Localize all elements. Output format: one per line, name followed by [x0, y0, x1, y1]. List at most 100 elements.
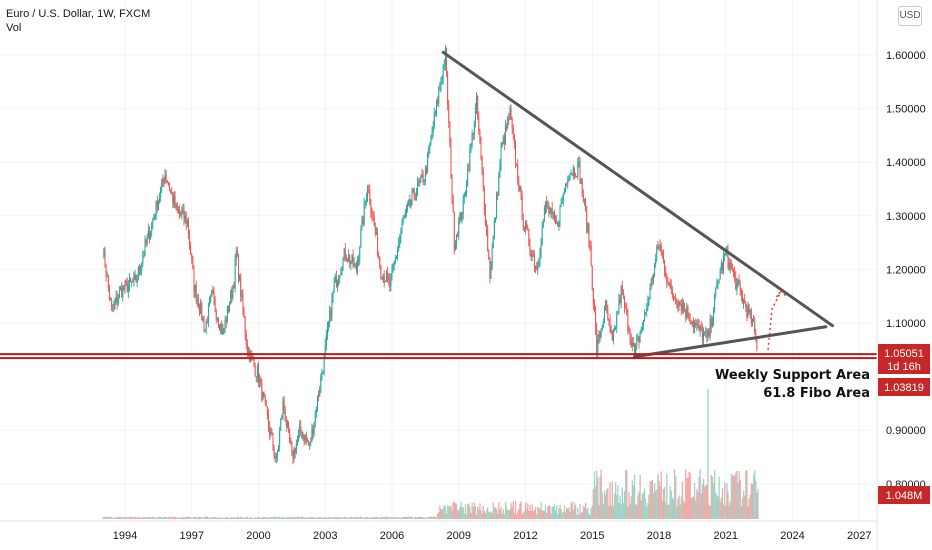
currency-button[interactable]: USD — [898, 6, 922, 26]
candle-body — [626, 307, 628, 313]
candle-body — [377, 232, 379, 255]
volume-bar — [431, 516, 433, 519]
candle-body — [293, 447, 295, 459]
candle-body — [359, 248, 361, 260]
volume-bar — [524, 502, 527, 519]
candle-body — [360, 230, 362, 249]
candle-body — [649, 285, 651, 299]
candle-body — [701, 329, 703, 340]
volume-bar — [554, 510, 557, 519]
volume-bar — [411, 516, 413, 519]
volume-bar — [181, 517, 183, 519]
candle-body — [118, 290, 120, 299]
volume-bar — [422, 517, 424, 519]
price-axis[interactable]: 1.60000 1.50000 1.40000 1.30000 1.20000 1.100… — [886, 50, 926, 491]
volume-bar — [255, 517, 257, 519]
volume-bar — [481, 513, 483, 519]
volume-bar — [499, 509, 501, 519]
candle-body — [527, 227, 529, 230]
volume-bar — [739, 479, 741, 519]
volume-bar — [690, 497, 692, 519]
candle-body — [419, 180, 421, 183]
candle-body — [324, 344, 326, 354]
candle-body — [463, 193, 465, 198]
candle-body — [331, 297, 333, 318]
trendline[interactable] — [441, 50, 835, 328]
candle-body — [550, 208, 552, 212]
y-tick-label: 1.60000 — [886, 50, 926, 62]
volume-bar — [574, 505, 577, 519]
candle-body — [156, 200, 158, 211]
volume-bar — [498, 502, 500, 519]
volume-bar — [266, 517, 269, 519]
volume-bar — [528, 510, 530, 519]
volume-bar — [509, 509, 511, 519]
candle-body — [536, 268, 538, 270]
candle-body — [651, 278, 653, 281]
candle-body — [589, 244, 591, 246]
volume-bar — [482, 505, 484, 519]
candle-body — [514, 143, 516, 164]
volume-bar — [188, 516, 191, 519]
candle-body — [210, 295, 212, 301]
candle-body — [692, 322, 694, 328]
volume-bar — [596, 470, 598, 519]
candle-body — [576, 176, 578, 178]
candle-body — [232, 285, 234, 297]
candle-body — [192, 259, 194, 269]
candle-body — [746, 307, 748, 318]
candle-body — [326, 327, 328, 336]
volume-bar — [732, 475, 735, 519]
candle-body — [585, 201, 587, 212]
candle-body — [580, 179, 582, 183]
volume-bar — [201, 517, 203, 519]
volume-bar — [243, 517, 245, 519]
volume-bar — [119, 517, 122, 519]
candle-body — [219, 325, 221, 331]
volume-bar — [324, 516, 326, 519]
candle-body — [373, 217, 375, 226]
volume-bar — [662, 489, 665, 519]
volume-bar — [519, 503, 521, 519]
candle-body — [706, 330, 708, 337]
candle-body — [451, 178, 453, 199]
volume-bar — [103, 516, 105, 519]
volume-bar — [557, 514, 559, 519]
candle-body — [635, 345, 637, 354]
candle-body — [573, 167, 575, 176]
candle-body — [730, 262, 732, 270]
candle-body — [429, 143, 431, 148]
candle-body — [315, 410, 317, 413]
candle-body — [291, 444, 293, 451]
volume-bar — [708, 504, 710, 519]
candle-body — [590, 245, 592, 267]
trendline[interactable] — [633, 325, 828, 359]
candle-body — [501, 144, 503, 147]
candle-body — [125, 280, 127, 283]
trendlines[interactable] — [0, 50, 877, 360]
candle-body — [546, 201, 548, 208]
candle-body — [413, 189, 415, 198]
volume-bar — [315, 517, 318, 519]
volume-bar — [599, 475, 601, 519]
volume-bar — [228, 517, 231, 519]
x-tick-label: 1994 — [113, 530, 137, 542]
candle-body — [518, 182, 520, 192]
candle-body — [717, 280, 719, 285]
candle-body — [276, 451, 278, 457]
candle-body — [685, 309, 687, 317]
candle-body — [571, 173, 573, 176]
volume-bar — [279, 516, 281, 519]
volume-bar — [473, 502, 476, 519]
candle-body — [700, 325, 702, 330]
candle-body — [160, 187, 162, 197]
candle-body — [301, 430, 303, 438]
candle-body — [402, 218, 404, 223]
volume-bar — [665, 502, 667, 519]
volume-bar — [590, 508, 592, 519]
volume-bar — [178, 517, 181, 519]
volume-bar — [257, 516, 260, 519]
candle-body — [390, 274, 392, 287]
time-axis[interactable]: 1994 1997 2000 2003 2006 2009 2012 2015 2018 2021… — [113, 530, 872, 542]
